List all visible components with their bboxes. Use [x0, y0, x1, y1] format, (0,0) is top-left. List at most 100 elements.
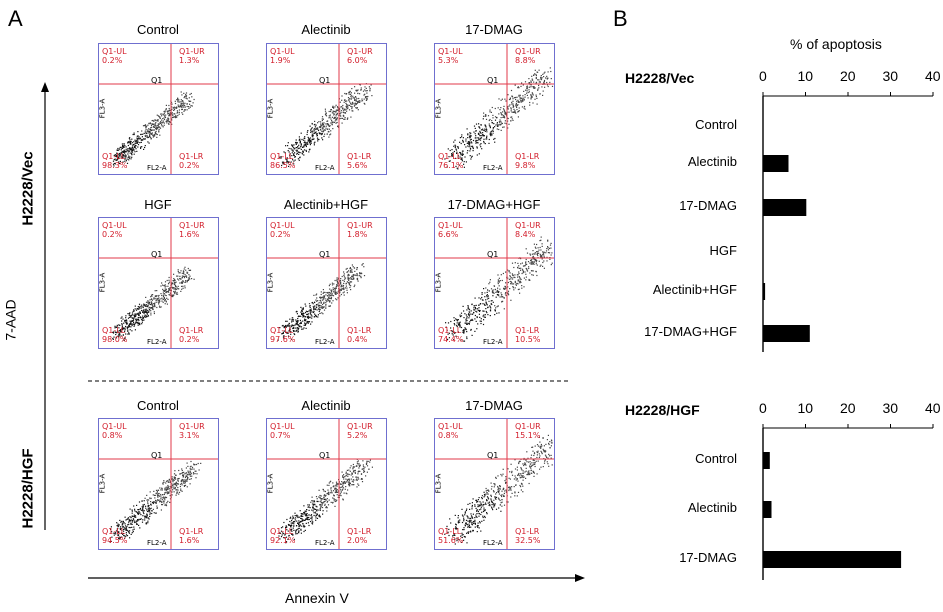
quadrant-label-ll: Q1-LL 76.1%	[438, 152, 464, 170]
gate-label: Q1	[319, 451, 331, 460]
bar	[763, 199, 807, 216]
facs-x-label: FL2-A	[315, 539, 335, 547]
facs-x-label: FL2-A	[147, 164, 167, 172]
bar-category-label: Alectinib+HGF	[652, 282, 737, 297]
bar-tick-label: 30	[882, 68, 899, 84]
x-axis-label: Annexin V	[285, 590, 349, 606]
facs-plot: Q1-UL 0.8% Q1-UR 3.1% Q1-LL 94.5% Q1-LR 1.6% Q1 F…	[98, 418, 219, 550]
quadrant-label-ur: Q1-UR 8.4%	[515, 221, 541, 239]
event-cloud	[444, 67, 554, 170]
facs-plot: Q1-UL 1.9% Q1-UR 6.0% Q1-LL 86.5% Q1-LR 5.6% Q1 F…	[266, 43, 387, 175]
panel-a-axes	[41, 82, 585, 582]
quadrant-label-ur: Q1-UR 1.3%	[179, 47, 205, 65]
bar-category-label: Control	[695, 451, 737, 466]
panel-b-letter: B	[613, 6, 628, 31]
facs-plot: Q1-UL 0.2% Q1-UR 1.6% Q1-LL 98.0% Q1-LR 0.2% Q1 F…	[98, 217, 219, 349]
gate-label: Q1	[319, 250, 331, 259]
bar	[763, 501, 772, 518]
event-cloud	[444, 434, 553, 545]
quadrant-label-ur: Q1-UR 5.2%	[347, 422, 373, 440]
event-cloud	[445, 236, 553, 342]
gate-label: Q1	[319, 76, 331, 85]
quadrant-label-lr: Q1-LR 32.5%	[515, 527, 541, 545]
quadrant-label-ul: Q1-UL 0.8%	[102, 422, 127, 440]
quadrant-label-ur: Q1-UR 1.6%	[179, 221, 205, 239]
facs-plot: Q1-UL 6.6% Q1-UR 8.4% Q1-LL 74.4% Q1-LR 10.5% Q1…	[434, 217, 555, 349]
quadrant-label-ll: Q1-LL 94.5%	[102, 527, 128, 545]
bar	[763, 325, 810, 342]
quadrant-label-ur: Q1-UR 6.0%	[347, 47, 373, 65]
gate-label: Q1	[487, 76, 499, 85]
bar-category-label: 17-DMAG	[679, 550, 737, 565]
quadrant-label-ll: Q1-LL 92.1%	[270, 527, 296, 545]
quadrant-label-lr: Q1-LR 1.6%	[179, 527, 204, 545]
quadrant-label-ul: Q1-UL 0.2%	[270, 221, 295, 239]
facs-x-label: FL2-A	[483, 539, 503, 547]
bar-category-label: HGF	[709, 243, 737, 258]
quadrant-label-ur: Q1-UR 1.8%	[347, 221, 373, 239]
bar-group-label-hgf: H2228/HGF	[625, 402, 700, 418]
gate-label: Q1	[151, 76, 163, 85]
gate-label: Q1	[151, 451, 163, 460]
facs-plot-title: Alectinib	[301, 22, 351, 37]
quadrant-label-ul: Q1-UL 0.7%	[270, 422, 295, 440]
x-arrow-head	[575, 574, 585, 582]
bar-tick-label: 30	[882, 400, 899, 416]
facs-plot: Q1-UL 0.7% Q1-UR 5.2% Q1-LL 92.1% Q1-LR 2.0% Q1 F…	[266, 418, 387, 550]
event-cloud	[279, 83, 373, 167]
quadrant-label-ll: Q1-LL 98.3%	[102, 152, 128, 170]
bar-category-label: Alectinib	[687, 154, 737, 169]
bar-category-label: 17-DMAG	[679, 198, 737, 213]
quadrant-label-ul: Q1-UL 0.8%	[438, 422, 463, 440]
facs-plot-title: Control	[137, 398, 179, 413]
quadrant-label-ll: Q1-LL 86.5%	[270, 152, 296, 170]
quadrant-label-ul: Q1-UL 0.2%	[102, 221, 127, 239]
facs-plot-title: Control	[137, 22, 179, 37]
quadrant-label-ul: Q1-UL 5.3%	[438, 47, 463, 65]
event-cloud	[109, 460, 202, 543]
quadrant-label-lr: Q1-LR 0.2%	[179, 326, 204, 344]
bar	[763, 452, 770, 469]
facs-plot-title: Alectinib+HGF	[283, 197, 369, 212]
quadrant-label-lr: Q1-LR 2.0%	[347, 527, 372, 545]
bar-tick-label: 20	[840, 68, 856, 84]
quadrant-label-lr: Q1-LR 0.2%	[179, 152, 204, 170]
bar	[763, 283, 766, 300]
quadrant-label-lr: Q1-LR 9.8%	[515, 152, 540, 170]
facs-plot: Q1-UL 0.2% Q1-UR 1.3% Q1-LL 98.3% Q1-LR 0.2% Q1 F…	[98, 43, 219, 175]
bar-tick-label: 0	[759, 68, 767, 84]
facs-x-label: FL2-A	[483, 338, 503, 346]
bar	[763, 155, 789, 172]
bar-tick-label: 20	[840, 400, 856, 416]
bar-category-label: Control	[695, 117, 737, 132]
facs-plot: Q1-UL 0.8% Q1-UR 15.1% Q1-LL 51.6% Q1-LR 32.5% Q…	[434, 418, 555, 550]
facs-x-label: FL2-A	[147, 338, 167, 346]
facs-x-label: FL2-A	[147, 539, 167, 547]
quadrant-label-ll: Q1-LL 97.6%	[270, 326, 296, 344]
quadrant-label-ul: Q1-UL 1.9%	[270, 47, 295, 65]
bar-tick-label: 0	[759, 400, 767, 416]
facs-plot: Q1-UL 0.2% Q1-UR 1.8% Q1-LL 97.6% Q1-LR 0.4% Q1 F…	[266, 217, 387, 349]
quadrant-label-lr: Q1-LR 5.6%	[347, 152, 372, 170]
event-cloud	[112, 266, 195, 341]
bar-tick-label: 40	[925, 400, 941, 416]
bar-tick-label: 10	[797, 400, 814, 416]
facs-plot: Q1-UL 5.3% Q1-UR 8.8% Q1-LL 76.1% Q1-LR 9.8% Q1 F…	[434, 43, 555, 175]
quadrant-label-ur: Q1-UR 8.8%	[515, 47, 541, 65]
quadrant-label-ur: Q1-UR 15.1%	[515, 422, 541, 440]
panel-a-letter: A	[8, 6, 23, 31]
facs-plot-title: 17-DMAG	[465, 22, 523, 37]
facs-plot-title: 17-DMAG	[465, 398, 523, 413]
bar-chart-title: % of apoptosis	[790, 36, 882, 52]
event-cloud	[278, 458, 373, 544]
facs-plot-title: HGF	[144, 197, 172, 212]
bar-tick-label: 10	[797, 68, 814, 84]
quadrant-label-ll: Q1-LL 74.4%	[438, 326, 464, 344]
bar-group-label-vec: H2228/Vec	[625, 70, 695, 86]
facs-x-label: FL2-A	[483, 164, 503, 172]
bar	[763, 551, 902, 568]
facs-x-label: FL2-A	[315, 164, 335, 172]
bar-category-label: Alectinib	[687, 500, 737, 515]
gate-label: Q1	[487, 250, 499, 259]
